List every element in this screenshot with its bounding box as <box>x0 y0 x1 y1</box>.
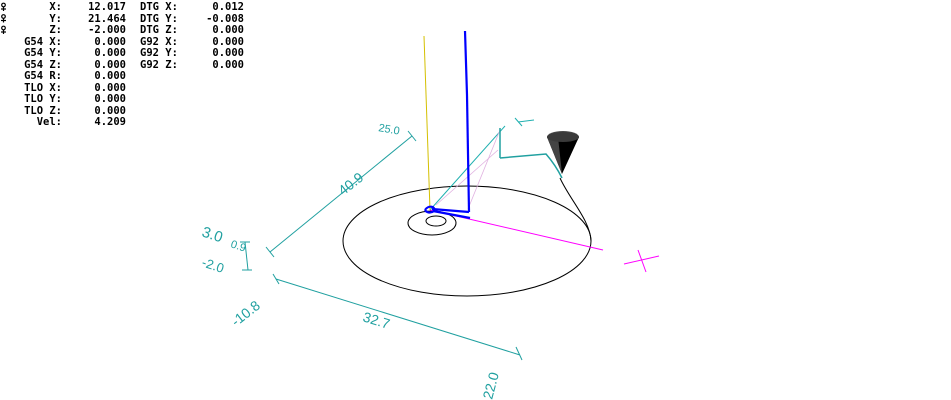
dro-label: G92 Y: <box>140 47 178 59</box>
y-extent-label: 40.9 <box>335 169 366 199</box>
machine-bounds-teal <box>499 128 563 179</box>
dro-label: G54 Y: <box>24 47 62 59</box>
tool-cone-icon <box>547 131 579 174</box>
dro-row-tlo-z: TLO Z: 0.000 <box>0 104 260 118</box>
z-value2-label: 0.9 <box>229 238 247 254</box>
dro-value: 0.000 <box>94 104 126 117</box>
dro-row-z: Z: -2.000 DTG Z: 0.000 <box>0 24 260 37</box>
machine-bounds <box>435 129 501 210</box>
x-axis-letter <box>623 249 660 273</box>
dro-value: 21.464 <box>88 12 126 25</box>
dro-row-y: Y: 21.464 DTG Y: -0.008 <box>0 12 260 26</box>
dro-row-vel: Vel: 4.209 <box>0 116 260 129</box>
dro-label: X: <box>49 1 62 13</box>
z-value-label: -2.0 <box>200 255 226 276</box>
dro-row-x: X: 12.017 DTG X: 0.012 <box>0 1 260 14</box>
dro-row-g54-z: G54 Z: 0.000 G92 Z: 0.000 <box>0 58 260 72</box>
dro-value: 0.000 <box>212 24 244 36</box>
x-min-label: -10.8 <box>228 297 263 329</box>
dro-value: -2.000 <box>88 24 126 36</box>
dro-value: 0.000 <box>212 58 244 71</box>
extents-dimension-lines <box>240 130 523 361</box>
homed-icon <box>1 2 6 11</box>
dro-value: 0.000 <box>94 58 126 71</box>
dro-label: TLO Z: <box>24 104 62 117</box>
dro-label: G92 Z: <box>140 58 178 71</box>
dro-row-g54-y: G54 Y: 0.000 G92 Y: 0.000 <box>0 47 260 60</box>
live-toolpath <box>424 30 471 220</box>
dro-label: G54 X: <box>24 35 62 48</box>
dro-label: DTG Y: <box>140 12 178 25</box>
dro-value: 4.209 <box>94 116 126 128</box>
dro-value: 0.000 <box>212 35 244 48</box>
dro-value: 0.000 <box>94 70 126 82</box>
dro-row-g54-x: G54 X: 0.000 G92 X: 0.000 <box>0 35 260 49</box>
dro-label: G54 R: <box>24 70 62 82</box>
x-max-label: 22.0 <box>479 370 502 400</box>
dro-label: DTG X: <box>140 1 178 13</box>
dro-row-g54-r: G54 R: 0.000 <box>0 70 260 83</box>
dro-value: -0.008 <box>206 12 244 25</box>
y-max-label: 25.0 <box>377 122 400 138</box>
z-extent-label: 3.0 <box>200 224 225 247</box>
dro-label: G54 Z: <box>24 58 62 71</box>
dro-label: G92 X: <box>140 35 178 48</box>
dro-label: TLO X: <box>24 81 62 94</box>
dro-row-tlo-x: TLO X: 0.000 <box>0 81 260 95</box>
homed-icon <box>1 14 6 23</box>
dro-row-tlo-y: TLO Y: 0.000 <box>0 93 260 106</box>
dro-value: 0.000 <box>94 35 126 48</box>
dro-value: 0.000 <box>212 47 244 59</box>
dro-value: 12.017 <box>88 1 126 13</box>
dro-label: Z: <box>49 24 62 36</box>
dro-value: 0.000 <box>94 93 126 105</box>
dro-readout: X: 12.017 DTG X: 0.012 Y: 21.464 DTG Y: … <box>0 1 260 129</box>
program-toolpath <box>342 177 592 297</box>
dro-value: 0.012 <box>212 1 244 13</box>
dro-label: Y: <box>49 12 62 25</box>
x-extent-label: 32.7 <box>361 309 392 332</box>
dro-label: Vel: <box>36 116 62 128</box>
y-axis-letter <box>514 117 535 127</box>
z-axis <box>423 35 431 211</box>
homed-indicators <box>1 2 6 34</box>
dro-label: TLO Y: <box>24 93 62 105</box>
dro-value: 0.000 <box>94 47 126 59</box>
dro-value: 0.000 <box>94 81 126 94</box>
homed-icon <box>1 25 6 34</box>
dro-label: DTG Z: <box>140 24 178 36</box>
